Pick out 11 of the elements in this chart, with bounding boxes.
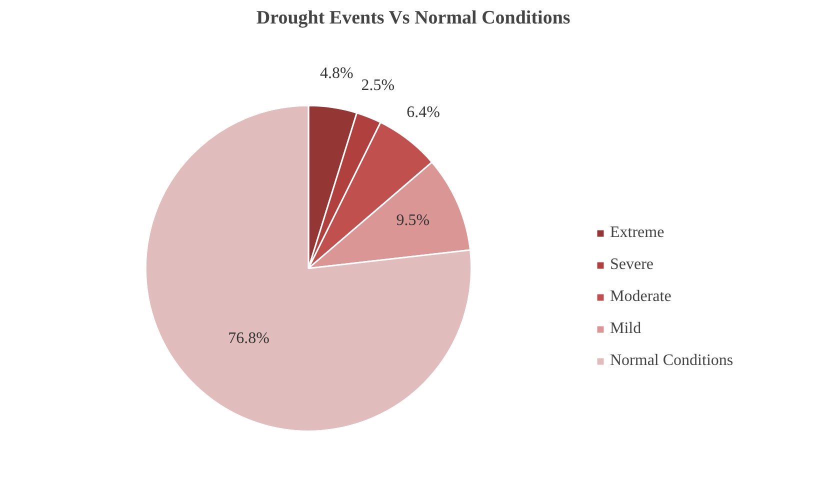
legend-label: Mild — [610, 320, 642, 338]
legend-label: Normal Conditions — [610, 352, 734, 370]
data-label: 4.8% — [320, 64, 354, 82]
legend-label: Extreme — [610, 224, 664, 242]
data-label: 76.8% — [228, 330, 270, 348]
legend-label: Moderate — [610, 288, 672, 306]
chart-title: Drought Events Vs Normal Conditions — [256, 8, 570, 28]
data-label: 6.4% — [406, 104, 440, 122]
data-label: 9.5% — [396, 212, 430, 229]
legend-label: Severe — [610, 256, 654, 274]
data-label: 2.5% — [361, 76, 395, 94]
